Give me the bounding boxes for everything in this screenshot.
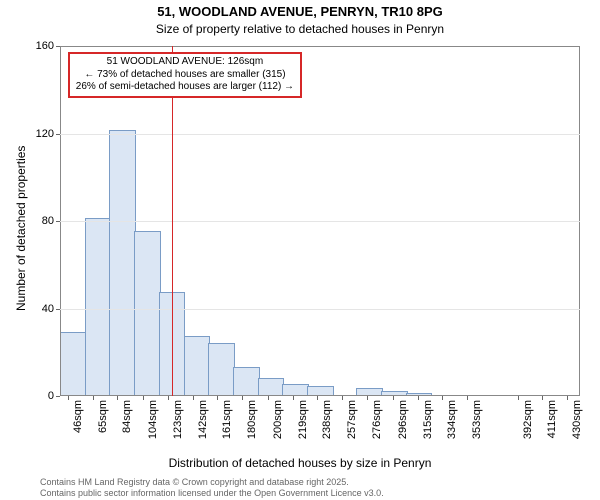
x-tick-mark [567, 396, 568, 400]
x-tick-label: 238sqm [321, 400, 333, 439]
x-tick-label: 180sqm [246, 400, 258, 439]
x-tick-label: 334sqm [446, 400, 458, 439]
x-tick-label: 65sqm [97, 400, 109, 433]
y-tick-label: 0 [48, 390, 54, 402]
chart-title: 51, WOODLAND AVENUE, PENRYN, TR10 8PG [0, 4, 600, 19]
gridline-h [60, 134, 580, 135]
y-tick-mark [56, 396, 60, 397]
x-tick-mark [193, 396, 194, 400]
x-tick-mark [68, 396, 69, 400]
x-tick-mark [242, 396, 243, 400]
x-tick-label: 315sqm [422, 400, 434, 439]
x-tick-mark [418, 396, 419, 400]
y-tick-label: 160 [36, 40, 54, 52]
annotation-line: 51 WOODLAND AVENUE: 126sqm [76, 56, 294, 69]
x-tick-mark [93, 396, 94, 400]
y-tick-mark [56, 134, 60, 135]
x-tick-mark [168, 396, 169, 400]
footnote: Contains HM Land Registry data © Crown c… [40, 477, 384, 498]
x-axis-label: Distribution of detached houses by size … [0, 456, 600, 470]
gridline-h [60, 221, 580, 222]
x-tick-mark [518, 396, 519, 400]
x-tick-mark [342, 396, 343, 400]
x-tick-mark [393, 396, 394, 400]
x-tick-label: 104sqm [147, 400, 159, 439]
x-tick-label: 276sqm [371, 400, 383, 439]
x-tick-label: 161sqm [221, 400, 233, 439]
x-tick-mark [442, 396, 443, 400]
x-tick-label: 142sqm [197, 400, 209, 439]
y-axis-label: Number of detached properties [14, 146, 28, 311]
x-tick-mark [542, 396, 543, 400]
chart-subtitle: Size of property relative to detached ho… [0, 22, 600, 36]
x-tick-label: 257sqm [346, 400, 358, 439]
y-tick-mark [56, 221, 60, 222]
y-tick-mark [56, 46, 60, 47]
x-tick-mark [117, 396, 118, 400]
reference-line [172, 46, 173, 396]
x-tick-label: 411sqm [546, 400, 558, 438]
x-tick-mark [268, 396, 269, 400]
x-tick-mark [467, 396, 468, 400]
x-tick-mark [317, 396, 318, 400]
y-tick-mark [56, 309, 60, 310]
footnote-line-2: Contains public sector information licen… [40, 488, 384, 498]
plot-area: 0408012016046sqm65sqm84sqm104sqm123sqm14… [60, 46, 580, 396]
y-tick-label: 40 [42, 303, 54, 315]
x-tick-label: 392sqm [522, 400, 534, 439]
x-tick-label: 84sqm [121, 400, 133, 433]
gridline-h [60, 309, 580, 310]
x-tick-mark [367, 396, 368, 400]
x-tick-mark [217, 396, 218, 400]
annotation-line: 26% of semi-detached houses are larger (… [76, 81, 294, 94]
x-tick-label: 123sqm [172, 400, 184, 439]
x-tick-label: 219sqm [297, 400, 309, 439]
x-tick-label: 200sqm [272, 400, 284, 439]
x-tick-label: 46sqm [72, 400, 84, 433]
x-tick-label: 296sqm [397, 400, 409, 439]
annotation-line: ← 73% of detached houses are smaller (31… [76, 69, 294, 82]
x-tick-mark [143, 396, 144, 400]
y-tick-label: 80 [42, 215, 54, 227]
footnote-line-1: Contains HM Land Registry data © Crown c… [40, 477, 384, 487]
annotation-box: 51 WOODLAND AVENUE: 126sqm← 73% of detac… [68, 52, 302, 98]
x-tick-label: 353sqm [471, 400, 483, 439]
x-tick-label: 430sqm [571, 400, 583, 439]
x-tick-mark [293, 396, 294, 400]
y-tick-label: 120 [36, 128, 54, 140]
